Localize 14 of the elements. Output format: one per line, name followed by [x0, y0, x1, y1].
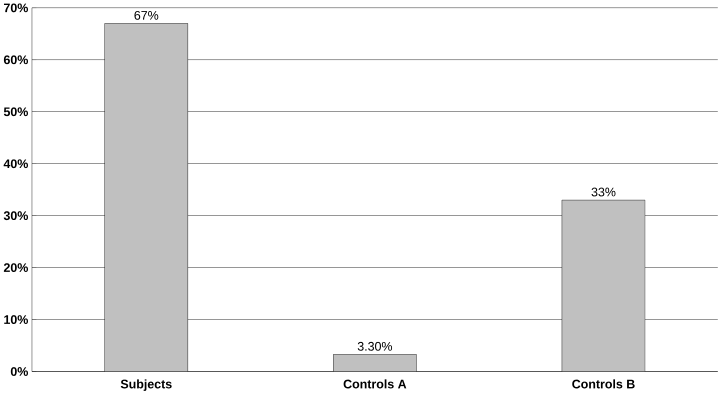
y-tick-label: 60%: [4, 55, 28, 64]
y-tick-label: 30%: [4, 211, 28, 220]
y-tick-label: 40%: [4, 159, 28, 168]
x-tick-label: Controls A: [344, 379, 406, 388]
data-label: 33%: [592, 187, 616, 196]
y-tick-label: 0%: [10, 366, 28, 376]
x-tick-label: Subjects: [120, 379, 172, 391]
y-tick-label: 20%: [4, 263, 28, 272]
y-tick-label: 70%: [4, 3, 28, 12]
x-tick-label: Controls B: [572, 379, 635, 388]
data-label: 3.30%: [358, 342, 392, 351]
y-tick-label: 50%: [4, 107, 28, 116]
data-label: 67%: [134, 10, 158, 20]
y-tick-label: 10%: [4, 315, 28, 324]
